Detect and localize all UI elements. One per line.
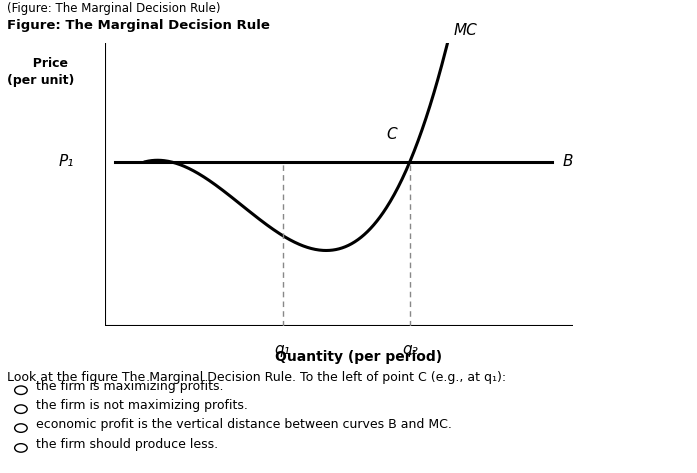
Text: Figure: The Marginal Decision Rule: Figure: The Marginal Decision Rule xyxy=(7,19,270,32)
Text: economic profit is the vertical distance between curves B and MC.: economic profit is the vertical distance… xyxy=(36,418,452,431)
Text: the firm is maximizing profits.: the firm is maximizing profits. xyxy=(36,380,224,393)
Text: C: C xyxy=(387,127,397,142)
Text: Look at the figure The Marginal Decision Rule. To the left of point C (e.g., at : Look at the figure The Marginal Decision… xyxy=(7,371,506,384)
Text: (Figure: The Marginal Decision Rule): (Figure: The Marginal Decision Rule) xyxy=(7,2,220,15)
Text: Price: Price xyxy=(24,57,68,70)
Text: MC: MC xyxy=(453,23,477,38)
Text: the firm should produce less.: the firm should produce less. xyxy=(36,438,218,451)
Text: the firm is not maximizing profits.: the firm is not maximizing profits. xyxy=(36,399,248,412)
Text: Quantity (per period): Quantity (per period) xyxy=(275,350,443,364)
Text: P₁: P₁ xyxy=(59,154,74,169)
Text: q₂: q₂ xyxy=(402,342,418,357)
Text: B: B xyxy=(562,154,573,169)
Text: q₁: q₁ xyxy=(275,342,291,357)
Text: (per unit): (per unit) xyxy=(7,74,75,87)
